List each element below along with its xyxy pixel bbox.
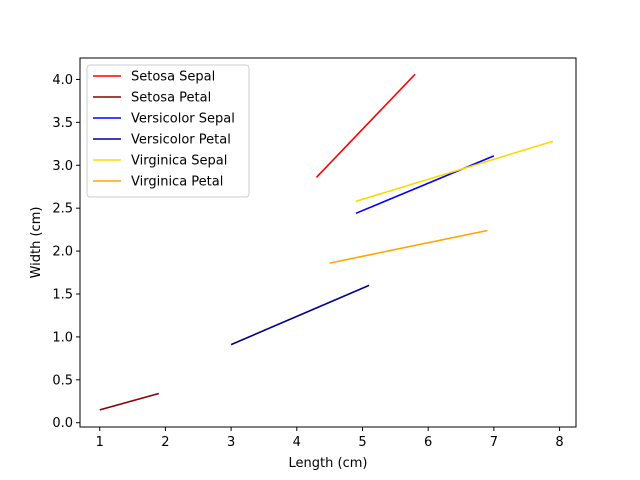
legend-label: Virginica Sepal [131, 154, 227, 169]
y-axis-label: Width (cm) [29, 207, 44, 279]
y-tick-label: 2.0 [52, 245, 73, 260]
y-tick-label: 1.0 [52, 330, 73, 345]
legend-box [86, 64, 250, 198]
y-tick-label: 4.0 [52, 73, 73, 88]
y-tick-label: 0.0 [52, 416, 73, 431]
y-tick-label: 1.5 [52, 287, 73, 302]
series-line-virginica-sepal [355, 140, 554, 203]
series-line-setosa-petal [99, 392, 160, 411]
x-tick-label: 2 [161, 435, 169, 450]
x-tick-label: 1 [96, 435, 104, 450]
series-line-versicolor-petal [230, 284, 370, 346]
y-tick-label: 3.0 [52, 159, 73, 174]
legend-label: Setosa Sepal [131, 70, 215, 85]
x-tick-label: 8 [555, 435, 563, 450]
legend-label: Versicolor Sepal [131, 112, 235, 127]
x-tick-label: 5 [358, 435, 366, 450]
series-line-setosa-sepal [315, 73, 416, 178]
series-line-virginica-petal [329, 229, 488, 264]
series-line-versicolor-sepal [355, 155, 495, 215]
x-axis-label: Length (cm) [289, 456, 368, 471]
x-tick-label: 3 [227, 435, 235, 450]
y-tick-label: 2.5 [52, 202, 73, 217]
legend-label: Virginica Petal [131, 175, 223, 190]
y-tick-label: 0.5 [52, 373, 73, 388]
axes-frame [79, 57, 577, 428]
y-tick-label: 3.5 [52, 116, 73, 131]
x-tick-label: 7 [490, 435, 498, 450]
legend-label: Versicolor Petal [131, 133, 231, 148]
legend-label: Setosa Petal [131, 91, 211, 106]
x-tick-label: 6 [424, 435, 432, 450]
x-tick-label: 4 [293, 435, 301, 450]
